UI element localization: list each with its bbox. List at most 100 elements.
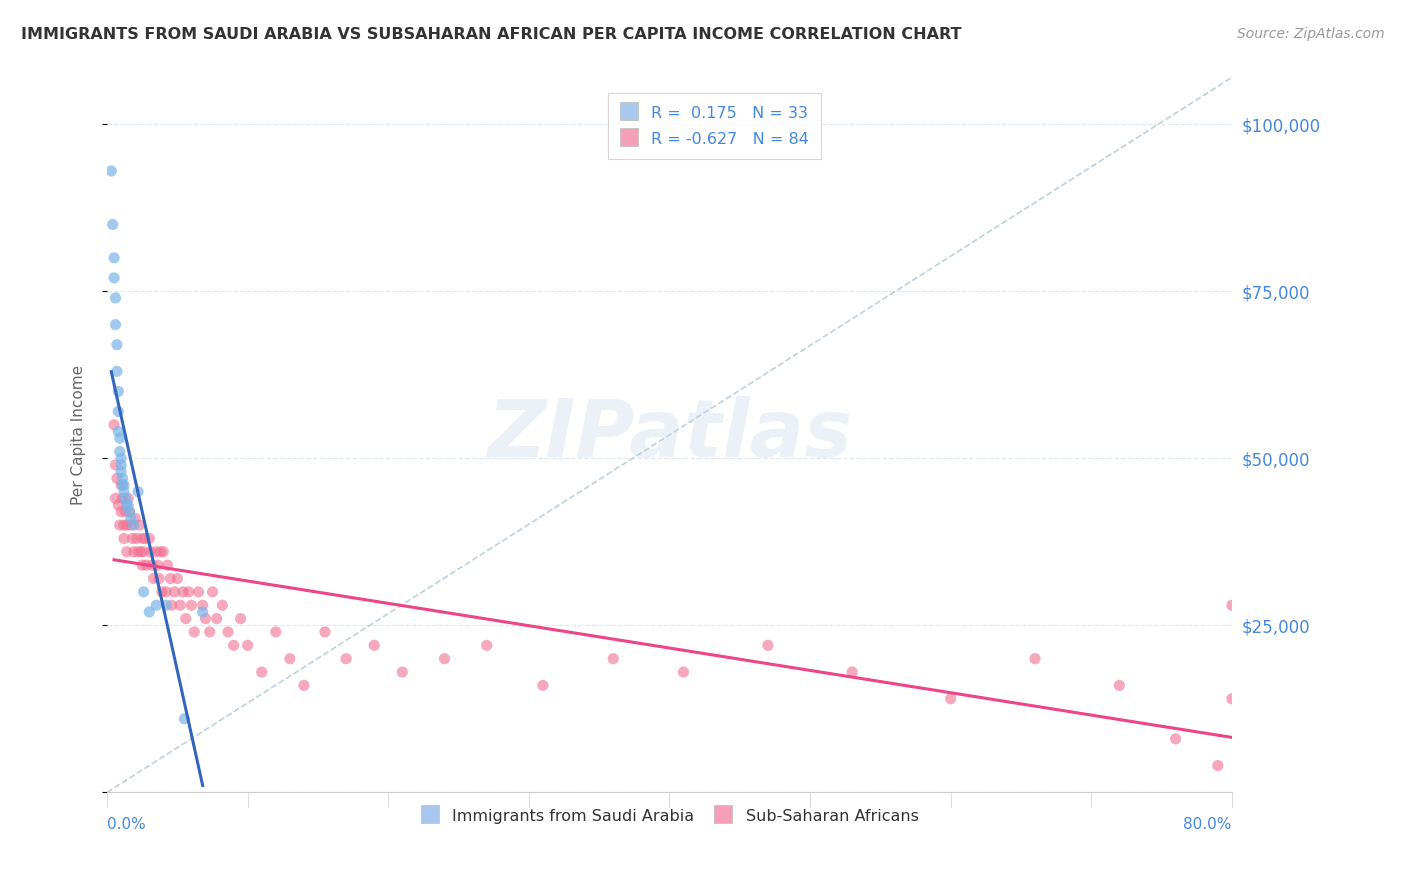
Point (148, 572, 170, 586)
Point (129, 545, 152, 559)
Point (155, 599, 177, 613)
Text: 0.0%: 0.0% (107, 817, 146, 832)
Point (841, 665, 863, 679)
Point (110, 478, 132, 492)
Point (187, 585, 209, 599)
Point (112, 484, 135, 499)
Point (1220, 599, 1243, 613)
Point (117, 498, 139, 512)
Point (135, 558, 157, 573)
Point (191, 605, 214, 619)
Point (172, 585, 194, 599)
Point (105, 364, 128, 378)
Point (131, 532, 153, 546)
Point (103, 417, 125, 432)
Point (141, 558, 163, 573)
Point (166, 572, 188, 586)
Point (236, 638, 259, 652)
Point (292, 678, 315, 692)
Point (122, 545, 145, 559)
Point (201, 585, 224, 599)
Point (124, 511, 146, 525)
Point (1164, 731, 1187, 746)
Point (278, 651, 301, 665)
Point (155, 585, 177, 599)
Y-axis label: Per Capita Income: Per Capita Income (72, 365, 86, 505)
Point (118, 505, 141, 519)
Point (107, 404, 129, 418)
Point (146, 558, 169, 573)
Point (152, 545, 174, 559)
Text: 80.0%: 80.0% (1184, 817, 1232, 832)
Point (222, 638, 245, 652)
Point (112, 478, 135, 492)
Point (103, 251, 125, 265)
Point (104, 291, 127, 305)
Point (433, 651, 456, 665)
Point (602, 651, 624, 665)
Point (115, 545, 138, 559)
Point (264, 624, 287, 639)
Point (142, 572, 165, 586)
Text: IMMIGRANTS FROM SAUDI ARABIA VS SUBSAHARAN AFRICAN PER CAPITA INCOME CORRELATION: IMMIGRANTS FROM SAUDI ARABIA VS SUBSAHAR… (21, 27, 962, 42)
Legend: Immigrants from Saudi Arabia, Sub-Saharan Africans: Immigrants from Saudi Arabia, Sub-Sahara… (411, 797, 928, 834)
Point (138, 605, 160, 619)
Point (117, 491, 139, 506)
Point (112, 518, 135, 533)
Point (363, 638, 385, 652)
Point (183, 624, 205, 639)
Point (112, 532, 135, 546)
Point (1024, 651, 1046, 665)
Point (217, 624, 239, 639)
Point (111, 491, 134, 506)
Point (127, 484, 149, 499)
Point (250, 665, 273, 679)
Point (115, 518, 138, 533)
Point (111, 471, 134, 485)
Point (672, 665, 695, 679)
Point (134, 532, 156, 546)
Point (108, 444, 131, 458)
Point (118, 505, 141, 519)
Point (314, 624, 336, 639)
Point (107, 384, 129, 399)
Text: ZIPatlas: ZIPatlas (486, 396, 852, 474)
Point (104, 318, 127, 332)
Point (103, 271, 125, 285)
Point (110, 451, 132, 466)
Point (105, 337, 128, 351)
Point (127, 545, 149, 559)
Point (110, 458, 132, 472)
Point (105, 471, 128, 485)
Point (107, 498, 129, 512)
Point (125, 532, 148, 546)
Point (205, 611, 228, 625)
Point (145, 545, 167, 559)
Point (128, 518, 150, 533)
Point (110, 505, 132, 519)
Point (1108, 678, 1130, 692)
Point (101, 218, 124, 232)
Point (107, 425, 129, 439)
Point (335, 651, 357, 665)
Point (756, 638, 779, 652)
Point (132, 585, 155, 599)
Point (139, 545, 162, 559)
Point (131, 558, 153, 573)
Point (194, 611, 217, 625)
Point (121, 532, 143, 546)
Point (114, 491, 136, 506)
Point (211, 599, 233, 613)
Point (1206, 758, 1229, 772)
Point (104, 458, 127, 472)
Point (156, 558, 179, 573)
Point (1220, 691, 1243, 706)
Point (391, 665, 413, 679)
Point (229, 611, 252, 625)
Point (191, 599, 214, 613)
Point (180, 599, 202, 613)
Point (160, 599, 183, 613)
Point (475, 638, 498, 652)
Point (111, 478, 134, 492)
Point (132, 545, 155, 559)
